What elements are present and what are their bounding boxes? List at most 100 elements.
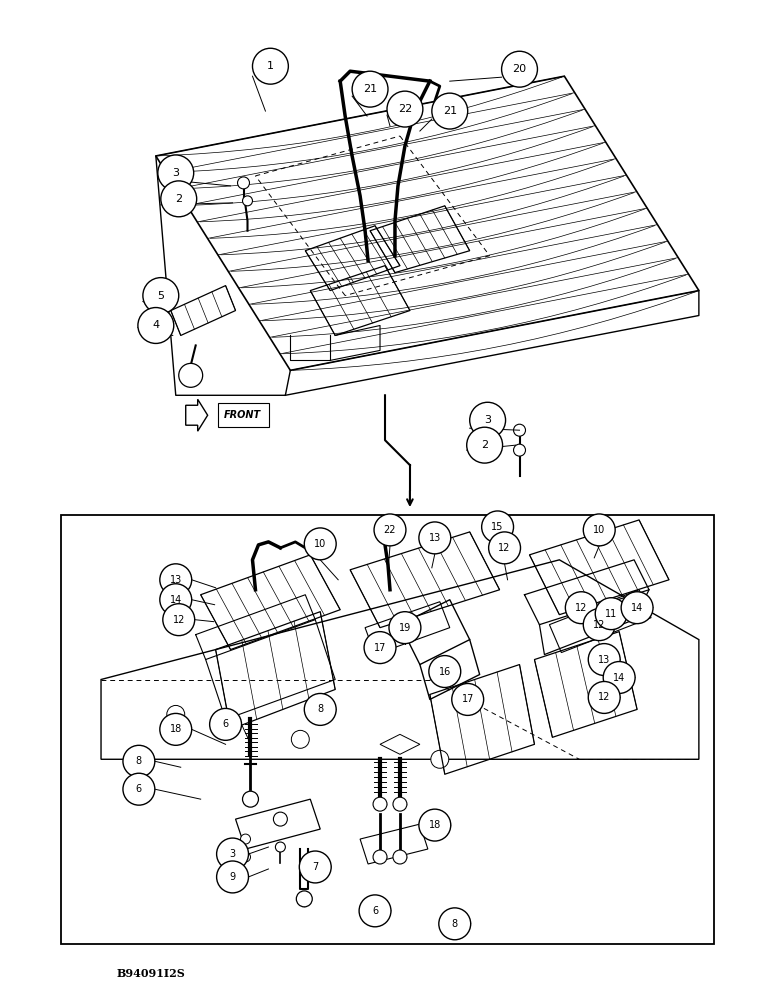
Circle shape — [373, 797, 387, 811]
Circle shape — [160, 584, 191, 616]
Text: 8: 8 — [317, 704, 323, 714]
Circle shape — [304, 693, 336, 725]
Circle shape — [387, 91, 423, 127]
Circle shape — [241, 852, 250, 862]
Circle shape — [242, 791, 259, 807]
Text: 22: 22 — [384, 525, 396, 535]
Text: 12: 12 — [593, 620, 605, 630]
Circle shape — [242, 196, 252, 206]
Text: 12: 12 — [598, 692, 611, 702]
Circle shape — [143, 278, 179, 314]
Text: 14: 14 — [170, 595, 182, 605]
Circle shape — [300, 851, 331, 883]
Circle shape — [489, 532, 520, 564]
Text: 10: 10 — [593, 525, 605, 535]
Circle shape — [291, 730, 310, 748]
Circle shape — [565, 592, 598, 624]
Text: 18: 18 — [428, 820, 441, 830]
Text: 10: 10 — [314, 539, 327, 549]
Circle shape — [304, 528, 336, 560]
Circle shape — [502, 51, 537, 87]
Circle shape — [452, 683, 483, 715]
Circle shape — [157, 155, 194, 191]
Circle shape — [419, 809, 451, 841]
Bar — [61, 515, 714, 944]
Circle shape — [217, 838, 249, 870]
Circle shape — [210, 708, 242, 740]
Circle shape — [167, 705, 185, 723]
Text: 18: 18 — [170, 724, 182, 734]
Circle shape — [603, 662, 635, 693]
Text: 11: 11 — [605, 609, 618, 619]
Text: 6: 6 — [222, 719, 229, 729]
Text: 17: 17 — [462, 694, 474, 704]
Circle shape — [352, 71, 388, 107]
Circle shape — [482, 511, 513, 543]
Circle shape — [160, 564, 191, 596]
Circle shape — [513, 444, 526, 456]
Circle shape — [217, 861, 249, 893]
Circle shape — [621, 592, 653, 624]
Text: 17: 17 — [374, 643, 386, 653]
Circle shape — [584, 609, 615, 641]
Text: B94091I2S: B94091I2S — [117, 968, 185, 979]
Text: 16: 16 — [438, 667, 451, 677]
Text: 6: 6 — [136, 784, 142, 794]
Circle shape — [296, 891, 312, 907]
Circle shape — [438, 908, 471, 940]
Text: 14: 14 — [613, 673, 625, 683]
Text: 13: 13 — [428, 533, 441, 543]
Circle shape — [513, 424, 526, 436]
Circle shape — [241, 834, 250, 844]
Circle shape — [389, 612, 421, 644]
Circle shape — [160, 713, 191, 745]
Text: FRONT: FRONT — [224, 410, 261, 420]
Circle shape — [276, 842, 286, 852]
Circle shape — [374, 514, 406, 546]
Text: 13: 13 — [598, 655, 611, 665]
Text: 12: 12 — [499, 543, 511, 553]
Text: 21: 21 — [442, 106, 457, 116]
Circle shape — [359, 895, 391, 927]
Text: 4: 4 — [152, 320, 159, 330]
Circle shape — [123, 773, 155, 805]
Circle shape — [431, 750, 449, 768]
Text: 14: 14 — [631, 603, 643, 613]
Circle shape — [584, 514, 615, 546]
Text: 3: 3 — [484, 415, 491, 425]
Text: 19: 19 — [399, 623, 411, 633]
Text: 5: 5 — [157, 291, 164, 301]
Text: 6: 6 — [372, 906, 378, 916]
Text: 22: 22 — [398, 104, 412, 114]
Circle shape — [393, 850, 407, 864]
Text: 8: 8 — [136, 756, 142, 766]
Circle shape — [138, 308, 174, 343]
Text: 2: 2 — [481, 440, 488, 450]
Circle shape — [161, 181, 197, 217]
Circle shape — [588, 681, 620, 713]
Circle shape — [588, 644, 620, 676]
Text: 12: 12 — [173, 615, 185, 625]
Text: 20: 20 — [513, 64, 527, 74]
Circle shape — [432, 93, 468, 129]
Text: 21: 21 — [363, 84, 377, 94]
Circle shape — [419, 522, 451, 554]
Text: 15: 15 — [492, 522, 504, 532]
Text: 3: 3 — [172, 168, 179, 178]
Circle shape — [364, 632, 396, 664]
Text: 2: 2 — [175, 194, 182, 204]
Circle shape — [595, 598, 627, 630]
Circle shape — [179, 363, 203, 387]
Circle shape — [469, 402, 506, 438]
Circle shape — [393, 797, 407, 811]
Circle shape — [163, 604, 195, 636]
Text: 1: 1 — [267, 61, 274, 71]
Text: 3: 3 — [229, 849, 235, 859]
Circle shape — [373, 850, 387, 864]
Text: 7: 7 — [312, 862, 318, 872]
Circle shape — [467, 427, 503, 463]
Text: 12: 12 — [575, 603, 587, 613]
Circle shape — [123, 745, 155, 777]
Text: 9: 9 — [229, 872, 235, 882]
Bar — [218, 403, 269, 427]
